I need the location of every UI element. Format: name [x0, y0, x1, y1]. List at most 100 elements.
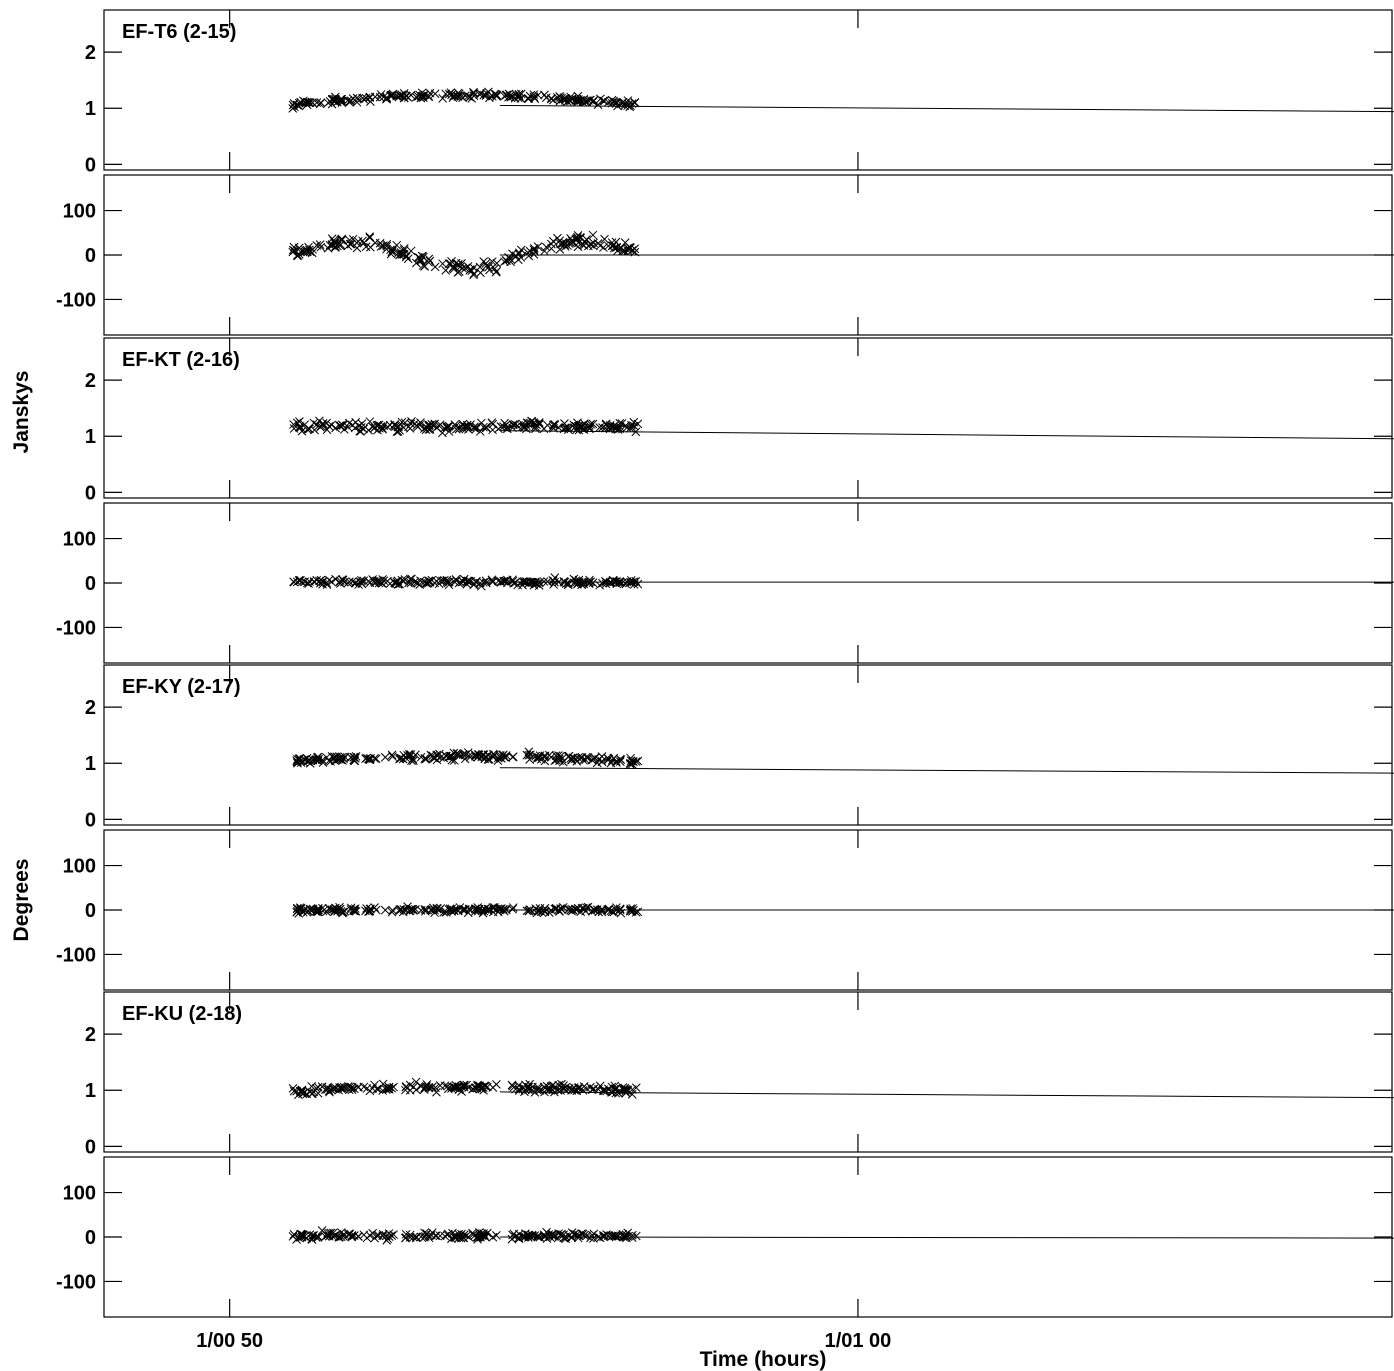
phase-point [540, 903, 550, 913]
phase-point [597, 907, 607, 917]
amplitude-point [491, 90, 501, 99]
phase-point [600, 1231, 609, 1241]
amplitude-point [510, 93, 520, 103]
amplitude-point [339, 754, 348, 764]
phase-point [294, 909, 304, 918]
amplitude-point [556, 751, 565, 761]
amplitude-point [464, 1083, 474, 1092]
amplitude-point [511, 1084, 520, 1094]
phase-point [510, 252, 520, 261]
phase-point [626, 904, 636, 914]
phase-point [365, 904, 375, 914]
amplitude-point [550, 420, 560, 430]
phase-point [384, 1229, 394, 1238]
phase-point [547, 244, 556, 253]
baseline-panel: 0 1 2 EF-KY (2-17) -100 0 100 [56, 664, 1394, 991]
phase-point [464, 1232, 474, 1242]
phase-point [304, 579, 313, 588]
phase-point [477, 906, 487, 915]
phase-point [387, 907, 397, 917]
amplitude-point [477, 418, 486, 428]
amplitude-point [631, 757, 641, 766]
phase-point [488, 576, 497, 586]
amplitude-point [471, 424, 481, 434]
amplitude-point [322, 425, 332, 435]
amplitude-point [417, 88, 427, 98]
amplitude-point [615, 754, 625, 764]
amplitude-point [433, 751, 442, 761]
phase-point [447, 906, 457, 916]
amplitude-point [390, 420, 400, 430]
phase-point [339, 1232, 348, 1241]
phase-point [603, 241, 613, 251]
phase-point [343, 1230, 353, 1239]
amplitude-point [412, 421, 422, 430]
phase-point [511, 1231, 520, 1241]
phase-point [405, 1230, 415, 1240]
amplitude-point [288, 100, 298, 110]
phase-point [578, 240, 588, 250]
amplitude-panel-frame [103, 664, 1393, 826]
phase-point [331, 239, 340, 248]
phase-point [523, 248, 533, 257]
phase-point [475, 262, 485, 272]
amplitude-point [459, 422, 469, 431]
phase-point [426, 905, 436, 915]
amplitude-point [311, 1083, 321, 1093]
phase-point [566, 905, 575, 915]
phase-point [479, 257, 489, 266]
amplitude-point [401, 1085, 410, 1095]
phase-point [339, 1229, 349, 1239]
amplitude-point [424, 425, 434, 434]
amplitude-point [365, 93, 375, 103]
amplitude-point [420, 754, 430, 763]
amplitude-point [576, 421, 586, 431]
phase-point [302, 245, 312, 255]
phase-point [627, 1230, 637, 1240]
amplitude-panel-ytick-label: 2 [85, 697, 96, 719]
amplitude-panel-frame [103, 9, 1393, 171]
phase-point [559, 1230, 568, 1240]
phase-point [485, 265, 494, 275]
amplitude-point [364, 425, 373, 435]
phase-point [590, 905, 599, 915]
phase-point [588, 230, 598, 240]
phase-point [589, 1234, 598, 1243]
amplitude-point [540, 1083, 550, 1093]
amplitude-point [356, 427, 365, 436]
phase-point [553, 233, 562, 243]
amplitude-point [403, 93, 413, 102]
amplitude-point [421, 754, 431, 764]
phase-point [348, 577, 357, 586]
phase-point [400, 575, 410, 584]
phase-point [326, 905, 335, 914]
phase-point [533, 1232, 543, 1241]
amplitude-point [475, 90, 485, 100]
amplitude-point [312, 98, 322, 107]
amplitude-point [523, 1082, 533, 1092]
amplitude-point [459, 1080, 469, 1090]
amplitude-point [533, 90, 543, 100]
amplitude-point [559, 1084, 568, 1093]
phase-point [396, 905, 406, 914]
phase-point [337, 575, 347, 584]
amplitude-point [526, 750, 535, 760]
baseline-panel: 0 1 2 EF-KU (2-18) -100 0 100 [56, 991, 1394, 1318]
phase-point [577, 1229, 586, 1238]
amplitude-point [563, 97, 572, 106]
amplitude-point [307, 1081, 317, 1091]
phase-point [388, 905, 397, 915]
amplitude-point [619, 1085, 628, 1095]
amplitude-panel-ytick-label: 2 [85, 42, 96, 64]
phase-point [309, 1231, 319, 1240]
phase-point [418, 261, 428, 270]
amplitude-point [379, 92, 388, 102]
phase-point [313, 907, 322, 917]
amplitude-point [452, 748, 462, 758]
amplitude-point [331, 94, 340, 104]
phase-point [631, 577, 641, 586]
phase-point [368, 575, 377, 584]
amplitude-point [629, 421, 639, 431]
phase-point [305, 577, 314, 586]
